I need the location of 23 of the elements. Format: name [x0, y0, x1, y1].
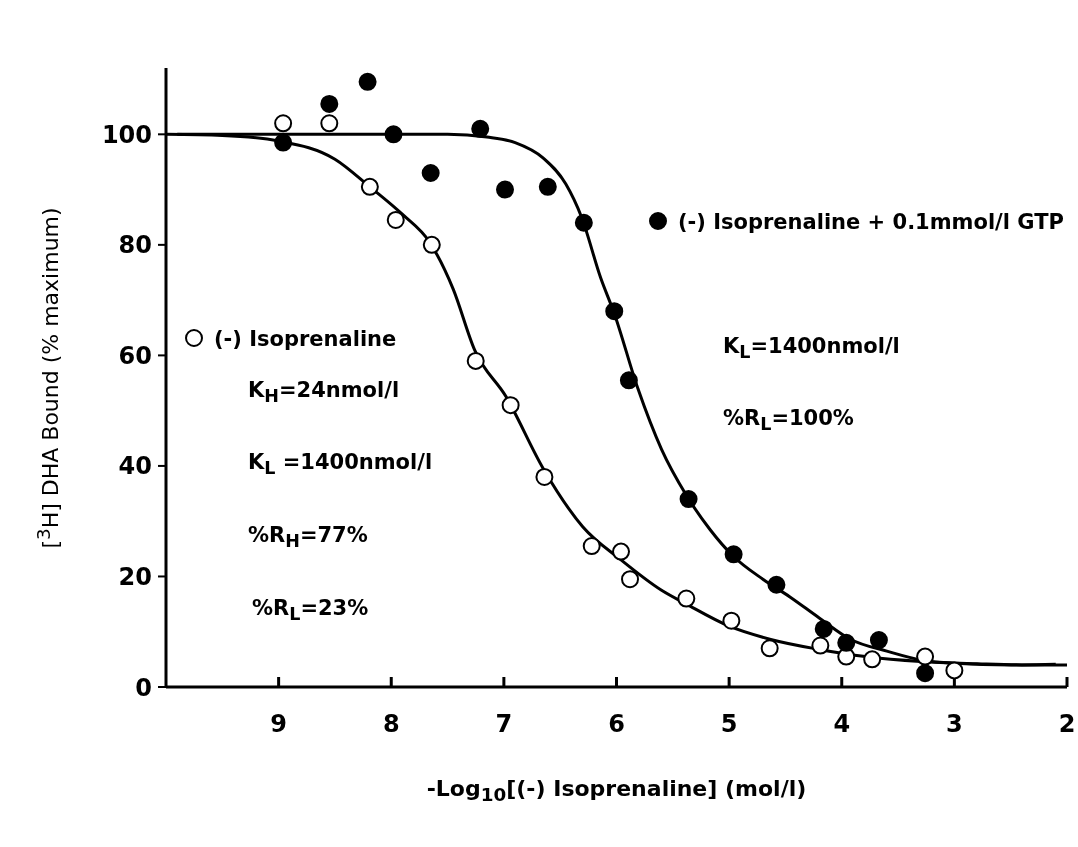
y-tick-label: 100 — [101, 120, 152, 149]
y-tick-label: 20 — [118, 562, 152, 591]
y-tick-label: 40 — [118, 452, 152, 481]
x-tick-label: 2 — [1058, 710, 1076, 739]
legend-label: (-) Isoprenaline + 0.1mmol/l GTP — [678, 210, 1064, 234]
annotation: %R$_{L}$=23% — [252, 596, 369, 625]
x-tick-label: 8 — [382, 710, 400, 739]
x-axis-title: -Log$_{10}$[(-) Isoprenaline] (mol/l) — [426, 776, 807, 806]
annotation: K$_{H}$=24nmol/l — [248, 378, 400, 407]
legend-label: (-) Isoprenaline — [214, 327, 397, 351]
x-tick-label: 4 — [833, 710, 851, 739]
x-tick-label: 7 — [495, 710, 513, 739]
y-tick-label: 60 — [118, 341, 152, 370]
annotation: K$_{L}$=1400nmol/l — [723, 334, 900, 363]
x-tick-label: 6 — [608, 710, 625, 739]
annotation: %R$_{H}$=77% — [248, 523, 368, 552]
y-tick-label: 0 — [135, 673, 152, 702]
x-tick-label: 3 — [946, 710, 963, 739]
annotation: %R$_{L}$=100% — [723, 406, 854, 435]
x-tick-label: 5 — [720, 710, 738, 739]
annotation: K$_{L}$ =1400nmol/l — [248, 450, 433, 479]
y-tick-label: 80 — [118, 231, 152, 260]
x-tick-label: 9 — [270, 710, 287, 739]
